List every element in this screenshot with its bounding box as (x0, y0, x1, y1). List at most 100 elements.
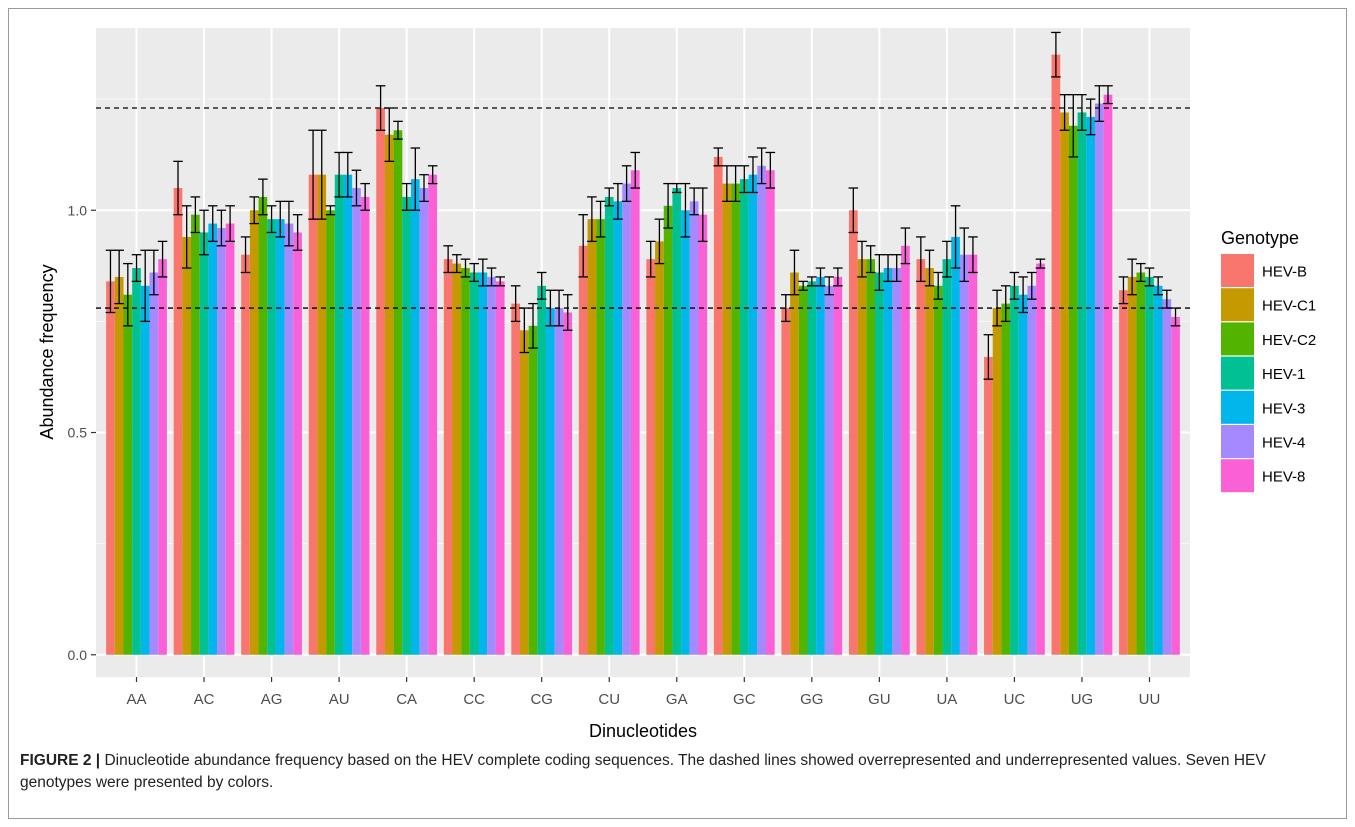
error-bar-CC-HEV-4 (486, 267, 497, 287)
bar-UC-HEV-C1 (992, 308, 1002, 655)
bar-CA-HEV-3 (410, 179, 420, 655)
bar-CA-HEV-C1 (384, 134, 394, 655)
bar-CU-HEV-3 (613, 201, 623, 655)
x-axis: AA AC AG AU CA CC CG CU GA GC GG GU UA UC UG UU (127, 677, 1160, 708)
bar-UA-HEV-C2 (933, 285, 943, 655)
error-bar-CA-HEV-1 (401, 182, 412, 211)
x-tick-label: UG (1071, 691, 1094, 708)
bar-UA-HEV-3 (951, 236, 960, 655)
error-bar-UA-HEV-8 (968, 236, 978, 274)
error-bar-UG-HEV-4 (1094, 85, 1105, 122)
bar-CA-HEV-B (376, 108, 385, 655)
error-bar-CA-HEV-8 (427, 165, 438, 185)
legend-key-HEV-3 (1221, 390, 1254, 424)
legend-label-HEV-4: HEV-4 (1262, 435, 1305, 452)
legend-key-HEV-C2 (1221, 322, 1254, 356)
caption-text: Dinucleotide abundance frequency based o… (20, 752, 1266, 791)
error-bar-CA-HEV-C2 (393, 120, 403, 140)
error-bar-GU-HEV-4 (891, 254, 902, 283)
bar-UU-HEV-C1 (1127, 276, 1137, 655)
error-bar-UC-HEV-B (983, 334, 994, 380)
x-tick-label: UC (1004, 691, 1026, 708)
bar-AC-HEV-C2 (191, 214, 200, 655)
bar-AA-HEV-4 (149, 272, 159, 655)
error-bar-GC-HEV-C1 (722, 165, 732, 203)
bar-GG-HEV-1 (807, 281, 817, 655)
bar-AC-HEV-8 (225, 223, 235, 655)
bar-AA-HEV-8 (158, 259, 167, 655)
bar-UU-HEV-8 (1171, 316, 1180, 655)
bar-UA-HEV-8 (968, 254, 978, 655)
bars-layer (106, 54, 1180, 655)
bar-UU-HEV-C2 (1136, 272, 1146, 655)
bar-CC-HEV-3 (478, 272, 488, 655)
error-bar-UA-HEV-1 (942, 240, 952, 278)
error-bar-AC-HEV-4 (216, 209, 227, 247)
error-bar-CC-HEV-C2 (460, 258, 471, 278)
error-bar-AG-HEV-3 (275, 200, 286, 238)
legend-key-HEV-C1 (1221, 288, 1254, 322)
bar-UG-HEV-B (1051, 54, 1061, 655)
bar-AA-HEV-1 (132, 268, 141, 655)
error-bar-UG-HEV-B (1051, 31, 1061, 78)
caption-label: FIGURE 2 (20, 752, 92, 769)
error-bar-CC-HEV-C1 (452, 254, 462, 274)
bar-UA-HEV-1 (942, 259, 952, 655)
error-bar-AA-HEV-C1 (114, 249, 124, 305)
caption-separator: | (91, 752, 105, 769)
reference-lines (96, 107, 1190, 309)
bar-UU-HEV-3 (1153, 285, 1163, 655)
bar-CG-HEV-8 (563, 312, 573, 655)
error-bar-GU-HEV-1 (874, 254, 885, 291)
x-tick-label: GA (666, 691, 688, 708)
bar-AG-HEV-8 (293, 232, 302, 655)
error-bar-UG-HEV-C1 (1059, 94, 1070, 131)
legend-key-HEV-B (1221, 254, 1254, 287)
error-bar-GG-HEV-1 (807, 276, 817, 287)
error-bar-CU-HEV-C2 (595, 200, 606, 238)
bar-GU-HEV-B (848, 210, 858, 655)
x-tick-label: GG (800, 691, 823, 708)
error-bar-GA-HEV-4 (689, 187, 699, 216)
bar-GU-HEV-1 (875, 272, 884, 655)
error-bar-GG-HEV-3 (815, 267, 826, 287)
error-bar-CU-HEV-8 (630, 151, 641, 189)
bar-CU-HEV-B (578, 245, 588, 655)
error-bar-AG-HEV-4 (284, 200, 294, 247)
bar-GA-HEV-8 (698, 214, 708, 655)
bar-GA-HEV-4 (689, 201, 699, 655)
bar-AC-HEV-B (173, 188, 183, 655)
bar-CU-HEV-1 (604, 196, 614, 655)
bar-AA-HEV-C1 (114, 276, 124, 655)
bar-CG-HEV-3 (546, 308, 555, 655)
error-bar-CU-HEV-3 (613, 182, 623, 220)
bar-AA-HEV-C2 (123, 294, 133, 655)
error-bar-GC-HEV-B (713, 147, 724, 167)
y-axis-title: Abundance frequency (37, 264, 57, 439)
error-bar-CG-HEV-C2 (528, 302, 538, 349)
error-bar-AU-HEV-C2 (325, 205, 336, 216)
bar-CG-HEV-1 (537, 285, 547, 655)
bar-GA-HEV-1 (672, 188, 682, 655)
bar-CG-HEV-C1 (519, 330, 529, 655)
x-tick-label: UA (936, 691, 957, 708)
error-bar-GC-HEV-8 (765, 151, 776, 189)
bar-CC-HEV-C2 (461, 268, 470, 655)
bar-AA-HEV-3 (140, 285, 150, 655)
error-bar-CG-HEV-8 (562, 294, 573, 331)
bar-UC-HEV-4 (1027, 285, 1037, 655)
bar-AU-HEV-B (308, 174, 318, 655)
error-bar-UU-HEV-3 (1153, 276, 1163, 296)
y-tick-label: 0.5 (68, 425, 88, 441)
error-bar-UA-HEV-C1 (924, 249, 935, 287)
bar-GG-HEV-3 (816, 276, 825, 655)
y-tick-label: 1.0 (68, 202, 88, 218)
error-bar-AA-HEV-1 (131, 254, 142, 283)
bar-AU-HEV-C2 (326, 210, 335, 655)
error-bar-AU-HEV-C1 (316, 129, 327, 220)
error-bar-AC-HEV-1 (199, 209, 209, 256)
error-bar-CU-HEV-C1 (587, 196, 597, 243)
error-bar-UC-HEV-3 (1018, 276, 1028, 314)
bar-CC-HEV-C1 (452, 263, 462, 655)
error-bar-CA-HEV-3 (410, 147, 421, 211)
